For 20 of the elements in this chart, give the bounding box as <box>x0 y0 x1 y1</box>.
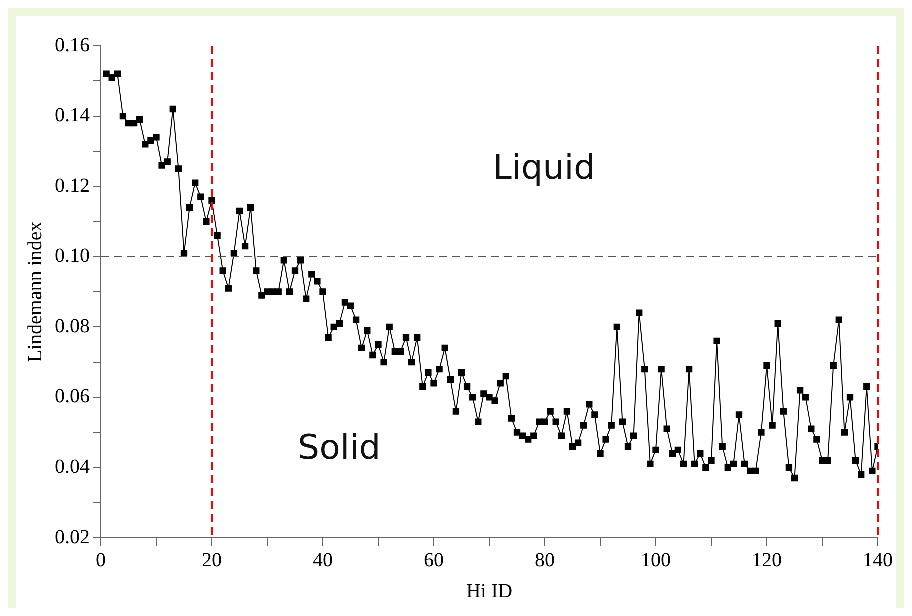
annotation: Liquid <box>493 148 596 188</box>
x-tick-label: 140 <box>863 549 893 572</box>
x-tick-label: 100 <box>641 549 671 572</box>
y-tick-label: 0.14 <box>55 104 90 127</box>
y-tick-label: 0.12 <box>55 174 90 197</box>
x-tick-label: 80 <box>535 549 555 572</box>
x-tick-label: 20 <box>202 549 222 572</box>
x-tick-label: 0 <box>96 549 106 572</box>
x-axis-title: Hi ID <box>466 580 513 602</box>
y-tick-label: 0.06 <box>55 386 90 408</box>
x-tick-label: 120 <box>752 549 782 572</box>
annotation: Solid <box>298 428 381 468</box>
x-tick-label: 60 <box>424 549 444 572</box>
y-tick-label: 0.16 <box>55 34 90 56</box>
x-tick-label: 40 <box>313 549 333 572</box>
y-tick-label: 0.10 <box>55 245 90 268</box>
y-tick-label: 0.02 <box>55 526 90 548</box>
y-axis-title: Lindemann index <box>24 222 46 362</box>
y-tick-label: 0.04 <box>55 456 90 478</box>
y-tick-label: 0.08 <box>55 315 90 338</box>
